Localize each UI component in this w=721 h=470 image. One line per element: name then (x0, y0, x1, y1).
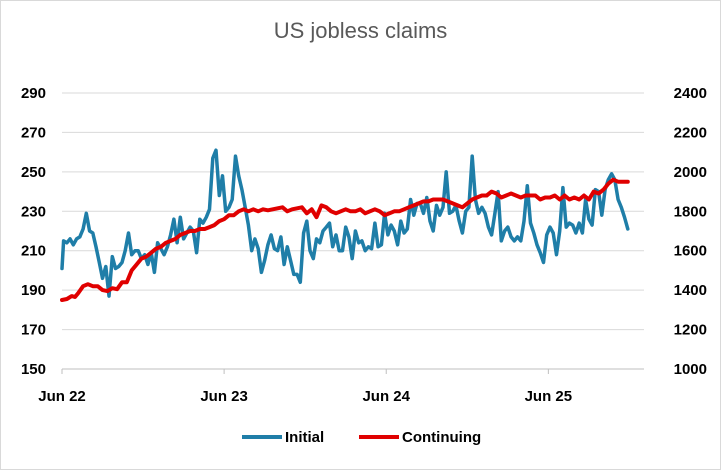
y-right-tick-label: 1000 (674, 361, 707, 378)
y-left-tick-label: 290 (21, 85, 46, 102)
x-tick-label: Jun 25 (525, 388, 573, 405)
series-line-continuing (60, 177, 630, 302)
y-right-tick-label: 1400 (674, 282, 707, 299)
y-right-tick-label: 2400 (674, 85, 707, 102)
y-left-tick-label: 170 (21, 322, 46, 339)
x-tick-label: Jun 23 (200, 388, 248, 405)
y-right-tick-label: 1200 (674, 322, 707, 339)
y-right-tick-label: 1600 (674, 243, 707, 260)
y-right-tick-label: 1800 (674, 203, 707, 220)
grid-layer (62, 92, 644, 370)
legend: Initial Continuing (242, 429, 481, 446)
chart-title: US jobless claims (273, 18, 448, 43)
y-left-tick-label: 210 (21, 243, 46, 260)
axis-layer: 150 170 190 210 230 250 270 290 1000 1200 1400 1600… (21, 85, 707, 405)
y-left-tick-label: 190 (21, 282, 46, 299)
y-right-tick-label: 2000 (674, 164, 707, 181)
legend-label-initial: Initial (285, 429, 324, 446)
y-right-tick-label: 2200 (674, 124, 707, 141)
y-left-tick-label: 250 (21, 164, 46, 181)
y-left-tick-label: 270 (21, 124, 46, 141)
legend-label-continuing: Continuing (402, 429, 481, 446)
y-left-tick-label: 230 (21, 203, 46, 220)
x-tick-label: Jun 22 (38, 388, 86, 405)
series-layer (60, 148, 630, 302)
y-left-tick-label: 150 (21, 361, 46, 378)
x-tick-label: Jun 24 (362, 388, 410, 405)
series-line-initial (60, 148, 630, 298)
